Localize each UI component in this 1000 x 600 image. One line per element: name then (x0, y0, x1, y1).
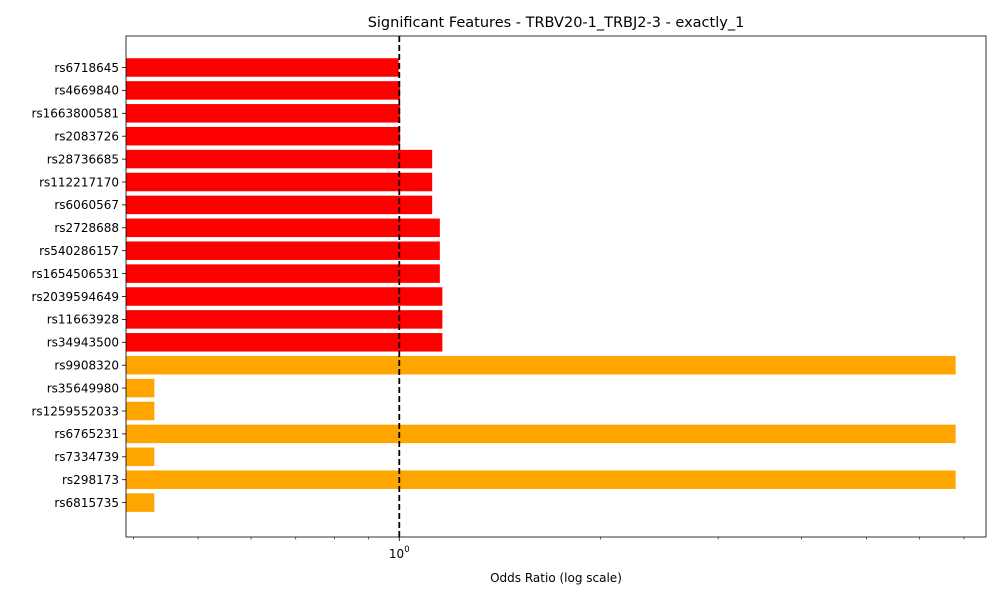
bar-rs2728688 (126, 218, 440, 238)
y-tick-label: rs1663800581 (31, 107, 119, 121)
bar-rs2083726 (126, 126, 401, 146)
y-tick-label: rs35649980 (47, 381, 119, 395)
bar-rs1654506531 (126, 264, 440, 283)
plot-frame (125, 35, 987, 538)
bar-rs34943500 (126, 333, 443, 352)
bar-rs540286157 (126, 241, 440, 260)
x-axis-label: Odds Ratio (log scale) (490, 571, 622, 585)
bars-group (126, 58, 956, 512)
chart-title: Significant Features - TRBV20-1_TRBJ2-3 … (368, 15, 745, 31)
bar-rs6060567 (126, 195, 433, 215)
y-tick-label: rs2039594649 (31, 290, 119, 304)
bar-rs1259552033 (126, 401, 155, 421)
bar-rs28736685 (126, 149, 433, 169)
y-axis-ticks: rs6718645 rs4669840 rs1663800581 rs2083726 r… (31, 61, 126, 510)
x-tick-label: 100 (389, 545, 410, 561)
y-tick-label: rs298173 (62, 473, 119, 487)
y-tick-label: rs4669840 (54, 84, 119, 98)
y-tick-label: rs6765231 (54, 427, 119, 441)
y-tick-label: rs34943500 (47, 336, 119, 350)
bar-rs298173 (126, 470, 956, 489)
x-axis-ticks: 100 (133, 537, 965, 561)
bar-rs35649980 (126, 378, 155, 398)
y-tick-label: rs11663928 (47, 313, 119, 327)
y-tick-label: rs2083726 (54, 130, 119, 144)
y-tick-label: rs7334739 (54, 450, 119, 464)
bar-rs6718645 (126, 58, 399, 77)
bar-rs6765231 (126, 424, 956, 444)
y-tick-label: rs1259552033 (31, 404, 119, 418)
y-tick-label: rs28736685 (47, 152, 119, 166)
y-tick-label: rs2728688 (54, 221, 119, 235)
y-tick-label: rs112217170 (39, 175, 119, 189)
bar-rs2039594649 (126, 287, 443, 306)
y-tick-label: rs6815735 (54, 496, 119, 510)
bar-rs6815735 (126, 493, 155, 512)
bar-rs9908320 (126, 355, 956, 375)
bar-rs11663928 (126, 310, 443, 329)
y-tick-label: rs6060567 (54, 198, 119, 212)
y-tick-label: rs9908320 (54, 359, 119, 373)
bar-rs7334739 (126, 447, 155, 467)
bar-rs112217170 (126, 172, 433, 192)
y-tick-label: rs1654506531 (31, 267, 119, 281)
bar-rs4669840 (126, 81, 401, 100)
y-tick-label: rs6718645 (54, 61, 119, 75)
bar-rs1663800581 (126, 104, 401, 123)
y-tick-label: rs540286157 (39, 244, 119, 258)
